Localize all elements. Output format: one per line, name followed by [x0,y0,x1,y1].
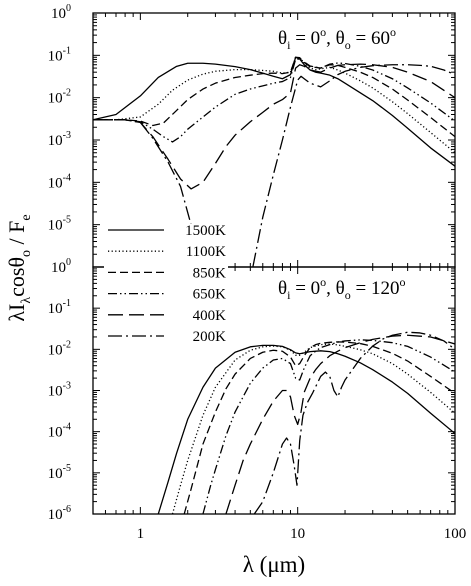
y-tick-label: 10-5 [48,463,71,482]
y-tick-label: 100 [51,3,71,22]
series-line-top-1100K [93,56,455,154]
y-tick-label: 10-1 [48,45,71,64]
y-tick-label: 10-4 [48,422,71,441]
y-tick-label: 10-4 [48,172,71,191]
legend: 1500K 1100K 850K 650K 400K 200K [104,223,228,345]
legend-label-850K: 850K [193,265,227,281]
y-tick-label: 10-3 [48,130,71,149]
legend-label-650K: 650K [193,287,227,303]
series-line-top-650K [93,58,455,143]
series-line-bottom-1100K [171,343,455,514]
x-axis-tick-labels: 1 10 100 [137,526,467,542]
y-tick-label: 10-3 [48,381,71,400]
y-axis-label: λIλcosθo / Fe [4,214,34,321]
y-tick-label: 10-6 [48,504,71,523]
legend-label-1100K: 1100K [186,244,226,260]
y-tick-label: 10-2 [48,88,71,107]
panel-top-y-tick-labels: 100 10-1 10-2 10-3 10-4 10-5 [48,3,71,234]
series-line-bottom-850K [183,341,455,514]
panel-bottom-annotation: θi = 0o, θo = 120o [278,275,406,302]
y-tick-label: 10-5 [48,215,71,234]
series-line-bottom-400K [225,334,455,514]
series-line-top-400K [93,63,455,190]
series-line-top-850K [93,56,455,138]
y-tick-label: 10-1 [48,298,71,317]
panel-bottom-y-tick-labels: 100 10-1 10-2 10-3 10-4 10-5 10-6 [48,257,71,523]
series-line-top-200K [93,64,455,267]
panel-top-annotation: θi = 0o, θo = 60o [278,25,396,52]
panel-bottom-curves [157,331,455,514]
legend-label-200K: 200K [193,329,227,345]
series-line-bottom-650K [202,339,455,514]
x-axis-label: λ (μm) [243,552,305,577]
series-line-bottom-200K [253,331,455,514]
panel-top-ticks [93,12,455,268]
x-tick-label: 1 [137,526,145,542]
panel-bottom-ticks [93,266,455,515]
series-line-bottom-1500K [157,344,455,514]
x-tick-label: 10 [290,526,305,542]
panel-top-curves [93,56,455,267]
legend-background [104,224,228,342]
y-tick-label: 10-2 [48,339,71,358]
legend-label-1500K: 1500K [185,223,226,239]
x-tick-label: 100 [444,526,467,542]
legend-label-400K: 400K [193,308,227,324]
y-tick-label: 100 [51,257,71,276]
